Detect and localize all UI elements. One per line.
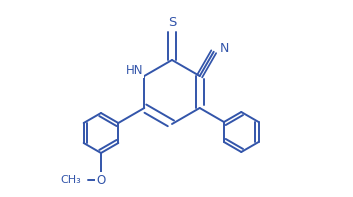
Text: S: S (168, 17, 176, 30)
Text: CH₃: CH₃ (60, 175, 81, 185)
Text: O: O (96, 174, 106, 187)
Text: N: N (220, 42, 229, 55)
Text: HN: HN (126, 63, 143, 76)
